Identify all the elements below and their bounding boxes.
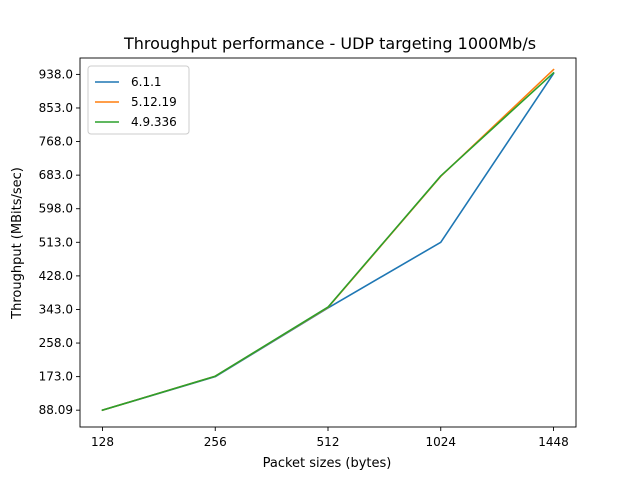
y-axis-label: Throughput (MBits/sec) [10,167,25,320]
series-line-2 [101,71,555,412]
legend-box [87,65,190,135]
y-tick-label-6: 598.0 [39,202,73,216]
legend-label-2: 4.9.336 [131,115,177,129]
y-tick-label-3: 343.0 [39,302,73,316]
y-tick-label-9: 853.0 [39,101,73,115]
legend-label-0: 6.1.1 [131,75,162,89]
x-tick-label-0: 128 [91,435,114,449]
x-tick-label-3: 1024 [425,435,456,449]
y-tick-label-2: 258.0 [39,336,73,350]
y-tick-label-5: 513.0 [39,235,73,249]
x-tick-label-2: 512 [317,435,340,449]
plot-area: 128 256 512 1024 1448 88.09 173.0 258.0 343.0 428… [39,57,577,449]
y-tick-label-1: 173.0 [39,370,73,384]
y-tick-label-8: 768.0 [39,135,73,149]
y-tick-label-10: 938.0 [39,67,73,81]
chart-title: Throughput performance - UDP targeting 1… [123,34,536,53]
y-tick-label-4: 428.0 [39,269,73,283]
x-tick-label-1: 256 [204,435,227,449]
x-tick-label-4: 1448 [538,435,569,449]
y-tick-label-0: 88.09 [39,403,73,417]
y-tick-label-7: 683.0 [39,168,73,182]
legend-label-1: 5.12.19 [131,95,177,109]
x-axis-label: Packet sizes (bytes) [263,456,392,471]
